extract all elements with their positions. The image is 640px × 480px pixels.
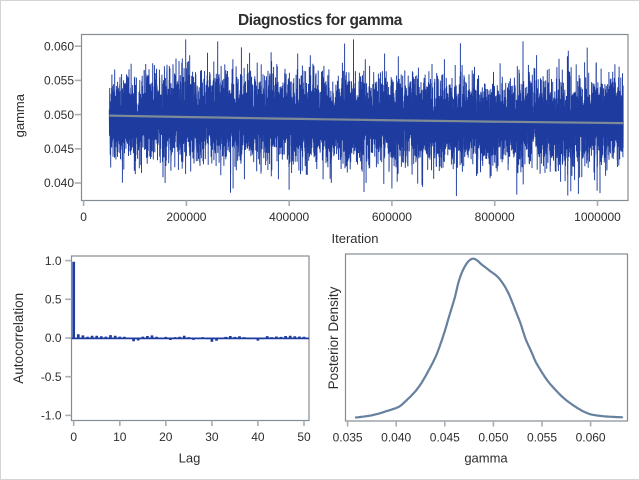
svg-text:Autocorrelation: Autocorrelation <box>11 293 26 384</box>
svg-text:20: 20 <box>159 430 173 444</box>
svg-text:0.055: 0.055 <box>527 430 557 444</box>
svg-text:0.040: 0.040 <box>381 430 411 444</box>
svg-text:50: 50 <box>297 430 311 444</box>
svg-text:1.0: 1.0 <box>45 254 62 268</box>
svg-text:200000: 200000 <box>166 210 206 224</box>
svg-text:600000: 600000 <box>372 210 412 224</box>
svg-text:-1.0: -1.0 <box>41 409 62 423</box>
svg-text:0.035: 0.035 <box>333 430 363 444</box>
svg-text:0: 0 <box>70 430 77 444</box>
svg-text:30: 30 <box>205 430 219 444</box>
svg-text:-0.5: -0.5 <box>41 370 62 384</box>
svg-text:0.045: 0.045 <box>430 430 460 444</box>
svg-text:0.5: 0.5 <box>45 293 62 307</box>
svg-text:0.050: 0.050 <box>44 108 74 122</box>
svg-text:0.0: 0.0 <box>45 331 62 345</box>
svg-text:0.055: 0.055 <box>44 74 74 88</box>
svg-text:gamma: gamma <box>464 451 508 466</box>
svg-text:Diagnostics for gamma: Diagnostics for gamma <box>238 12 403 29</box>
svg-text:Posterior Density: Posterior Density <box>326 286 341 389</box>
svg-text:Iteration: Iteration <box>332 231 379 246</box>
svg-text:800000: 800000 <box>475 210 515 224</box>
svg-text:0.040: 0.040 <box>44 176 74 190</box>
svg-text:gamma: gamma <box>12 93 27 137</box>
svg-text:0.060: 0.060 <box>44 39 74 53</box>
svg-text:1000000: 1000000 <box>574 210 621 224</box>
svg-text:0: 0 <box>80 210 87 224</box>
svg-text:10: 10 <box>113 430 127 444</box>
svg-text:400000: 400000 <box>269 210 309 224</box>
svg-text:0.050: 0.050 <box>478 430 508 444</box>
svg-text:0.045: 0.045 <box>44 142 74 156</box>
svg-text:40: 40 <box>251 430 265 444</box>
svg-text:Lag: Lag <box>179 451 201 466</box>
svg-text:0.060: 0.060 <box>576 430 606 444</box>
